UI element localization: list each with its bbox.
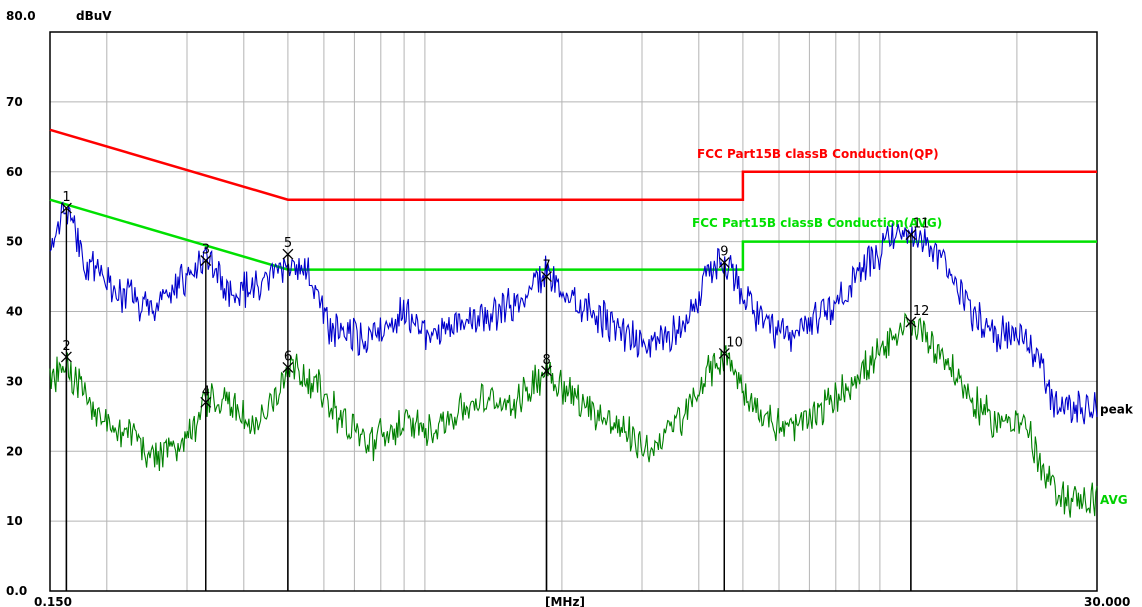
limit-line xyxy=(49,128,1097,201)
marker-label: 12 xyxy=(913,304,930,319)
marker-label: 5 xyxy=(284,236,292,251)
plot-frame xyxy=(49,31,1098,592)
limit-lines: FCC Part15B classB Conduction(QP) FCC Par… xyxy=(49,128,1097,271)
y-tick-label: 0.0 xyxy=(6,584,27,598)
marker-label: 6 xyxy=(284,349,292,364)
marker-label: 4 xyxy=(202,384,210,399)
limit-line xyxy=(49,198,1097,271)
marker-x xyxy=(718,347,730,359)
series-label-peak: peak xyxy=(1100,402,1134,416)
marker-cross-stroke xyxy=(718,347,730,359)
marker-cross-stroke xyxy=(905,229,917,241)
marker-x xyxy=(541,271,552,283)
marker-cross-stroke xyxy=(200,396,212,408)
x-tick-label-max: 30.000 xyxy=(1084,595,1130,607)
grid xyxy=(50,32,1097,591)
axes: 0.0 10 20 30 40 50 60 70 80.0 dBuV 0.150 30.000 [MHz… xyxy=(6,9,1130,607)
y-tick-label: 60 xyxy=(6,165,23,179)
marker-cross-stroke xyxy=(60,351,72,363)
marker-cross-stroke xyxy=(282,248,294,260)
marker-label: 1 xyxy=(62,190,70,205)
marker-x xyxy=(60,351,72,363)
series-line-peak xyxy=(49,201,1098,425)
limit-label-avg: FCC Part15B classB Conduction(AVG) xyxy=(692,216,942,230)
y-tick-label: 70 xyxy=(6,95,23,109)
marker-label: 3 xyxy=(202,243,210,258)
series-label-avg: AVG xyxy=(1100,493,1128,507)
marker-x xyxy=(200,255,212,266)
marker-cross-stroke xyxy=(905,316,917,328)
marker-cross-stroke xyxy=(282,361,294,373)
marker-x xyxy=(282,361,294,373)
marker-label: 2 xyxy=(62,339,70,354)
x-tick-label-min: 0.150 xyxy=(34,595,72,607)
marker-label: 7 xyxy=(543,259,551,274)
y-tick-label: 50 xyxy=(6,235,23,249)
y-tick-label: 80.0 xyxy=(6,9,36,23)
y-tick-label: 20 xyxy=(6,444,23,458)
y-tick-label: 10 xyxy=(6,514,23,528)
marker-cross-stroke xyxy=(200,255,212,266)
marker-x xyxy=(541,365,552,377)
marker-x xyxy=(282,248,294,260)
marker-label: 10 xyxy=(726,335,743,350)
marker-cross-stroke xyxy=(541,271,552,283)
marker-label: 8 xyxy=(543,353,551,368)
series-line-avg xyxy=(49,312,1098,518)
x-axis-unit: [MHz] xyxy=(545,595,585,607)
marker-label: 11 xyxy=(913,217,930,232)
marker-x xyxy=(905,229,917,241)
marker-x xyxy=(718,257,730,269)
y-axis-unit: dBuV xyxy=(76,9,112,23)
y-tick-label: 30 xyxy=(6,374,23,388)
marker-cross-stroke xyxy=(718,257,730,269)
marker-label: 9 xyxy=(720,245,728,260)
marker-cross-stroke xyxy=(541,365,552,377)
marker-x xyxy=(200,396,212,408)
y-tick-label: 40 xyxy=(6,305,23,319)
marker-x xyxy=(60,202,72,214)
marker-x xyxy=(905,316,917,328)
series-traces: peak AVG xyxy=(49,201,1134,518)
limit-label-qp: FCC Part15B classB Conduction(QP) xyxy=(697,147,939,161)
marker-cross-stroke xyxy=(60,202,72,214)
